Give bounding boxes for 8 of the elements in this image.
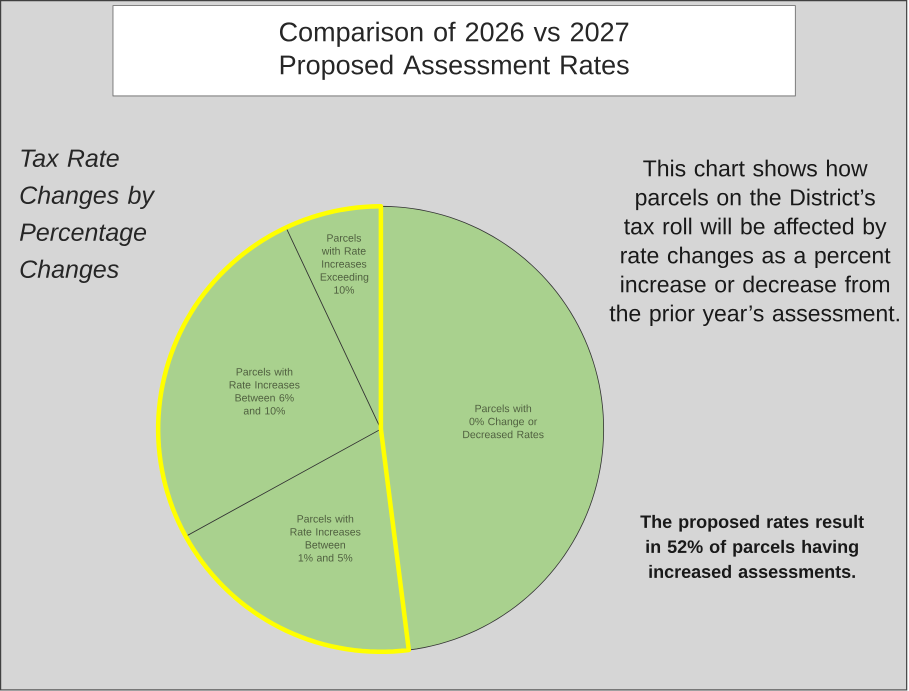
slice-label: Parcels with Rate Increases Exceeding 10%: [320, 234, 368, 294]
text: This chart shows how parcels on the District’s tax roll will be affected by rate changes as a percent increase or decrease from the prior year’s assessment.: [610, 160, 899, 326]
text: The proposed rates result in 52% of parcels having increased assessments.: [640, 515, 864, 578]
chart-title: Comparison of 2026 vs 2027 Proposed Assessment Rates: [280, 22, 629, 80]
slice-label: Parcels with 0% Change or Decreased Rates: [463, 404, 544, 438]
slice-label: Parcels with Rate Increases Between 6% and 10%: [230, 368, 300, 415]
chart-subtitle: Tax Rate Changes by Percentage Changes: [20, 150, 156, 284]
slice-label: Parcels with Rate Increases Between 1% and 5%: [290, 515, 360, 562]
